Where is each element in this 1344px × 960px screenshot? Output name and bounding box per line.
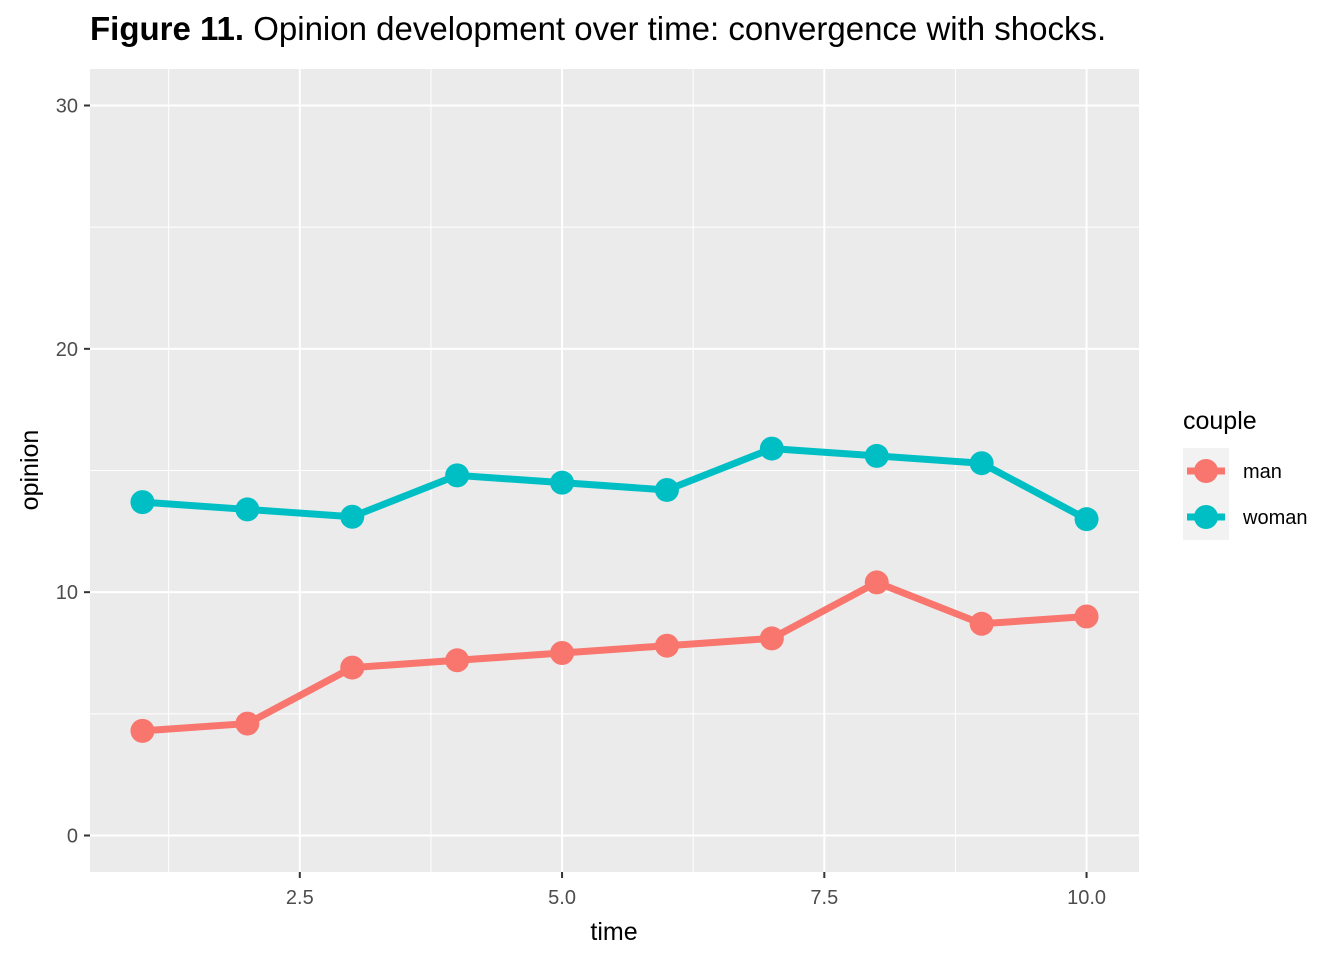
data-point-man	[1074, 604, 1099, 629]
series-lines	[142, 445, 1089, 735]
data-point-woman	[969, 451, 994, 476]
data-point-man	[864, 570, 889, 595]
data-point-woman	[550, 470, 575, 495]
series-line-man	[142, 578, 1087, 735]
y-tick-label: 20	[56, 339, 78, 361]
figure-number: Figure 11.	[90, 10, 245, 47]
data-point-man	[759, 626, 784, 651]
data-point-man	[340, 655, 365, 680]
series-line-woman	[142, 445, 1089, 523]
data-point-woman	[445, 463, 470, 488]
data-point-woman	[654, 477, 679, 502]
major-grid	[90, 69, 1139, 872]
legend-key-point	[1194, 505, 1218, 529]
data-point-woman	[1074, 507, 1099, 532]
y-axis-title: opinion	[16, 430, 44, 511]
legend-label: man	[1243, 461, 1282, 483]
data-point-woman	[759, 436, 784, 461]
data-point-woman	[235, 497, 260, 522]
chart-title: Figure 11. Opinion development over time…	[90, 10, 1106, 48]
data-point-man	[654, 633, 679, 658]
data-point-woman	[864, 443, 889, 468]
data-point-man	[550, 641, 575, 665]
y-tick-label: 0	[67, 826, 78, 848]
legend-key-point	[1194, 459, 1218, 483]
x-tick-label: 2.5	[286, 887, 314, 909]
y-tick-label: 10	[56, 582, 78, 604]
x-axis: 2.5 5.0 7.5 10.0	[286, 872, 1106, 909]
data-point-woman	[340, 504, 365, 529]
legend-title: couple	[1183, 407, 1257, 435]
data-point-man	[130, 718, 155, 743]
x-tick-label: 7.5	[810, 887, 838, 909]
y-tick-label: 30	[56, 96, 78, 118]
x-axis-title: time	[590, 918, 637, 946]
legend-label: woman	[1242, 507, 1307, 529]
data-point-man	[969, 611, 994, 636]
data-point-man	[445, 648, 470, 673]
legend: couple man woman	[1183, 407, 1307, 540]
data-point-woman	[130, 490, 155, 515]
x-tick-label: 5.0	[548, 887, 576, 909]
x-tick-label: 10.0	[1067, 887, 1106, 909]
data-point-man	[235, 711, 260, 736]
legend-keys: man woman	[1183, 448, 1307, 540]
y-axis: 0 10 20 30	[56, 96, 90, 848]
title-text: Opinion development over time: convergen…	[244, 10, 1107, 47]
series-points	[130, 436, 1099, 743]
